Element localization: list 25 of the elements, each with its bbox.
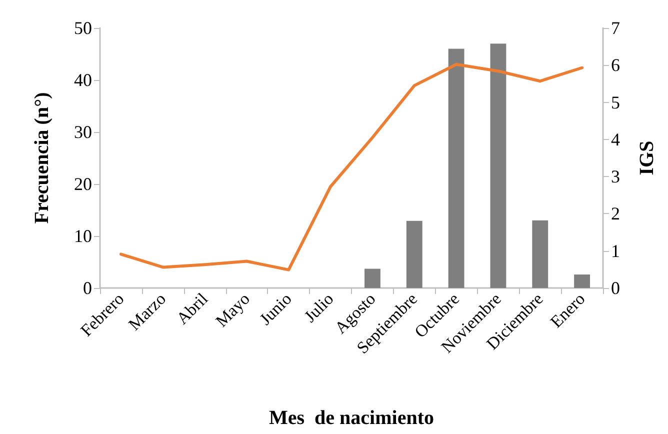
y-axis-title: Frecuencia (n°) bbox=[31, 92, 53, 224]
y-tick-label: 50 bbox=[74, 18, 92, 38]
y2-tick-label: 0 bbox=[611, 278, 620, 298]
y2-tick-label: 3 bbox=[611, 166, 620, 187]
y-tick-label: 30 bbox=[74, 122, 92, 142]
x-tick-label: Julio bbox=[300, 289, 338, 326]
y-tick-label: 40 bbox=[74, 70, 92, 90]
y2-tick-label: 1 bbox=[611, 240, 620, 261]
y-tick-label: 20 bbox=[74, 174, 92, 194]
y2-axis-title: IGS bbox=[636, 140, 658, 176]
y2-tick-label: 5 bbox=[611, 92, 620, 112]
bar bbox=[574, 274, 590, 288]
y-tick-label: 0 bbox=[83, 278, 92, 298]
bar bbox=[406, 220, 422, 288]
bar bbox=[364, 268, 380, 288]
y2-tick-label: 4 bbox=[611, 129, 620, 150]
bar bbox=[490, 44, 506, 288]
line-series bbox=[119, 62, 584, 272]
y2-tick-label: 7 bbox=[611, 18, 620, 38]
y2-tick-label: 6 bbox=[611, 55, 620, 76]
x-axis-title: Mes de nacimiento bbox=[269, 407, 434, 429]
bar bbox=[532, 220, 548, 288]
bar bbox=[448, 48, 464, 288]
y-tick-label: 10 bbox=[74, 226, 92, 246]
y2-tick-label: 2 bbox=[611, 204, 620, 224]
